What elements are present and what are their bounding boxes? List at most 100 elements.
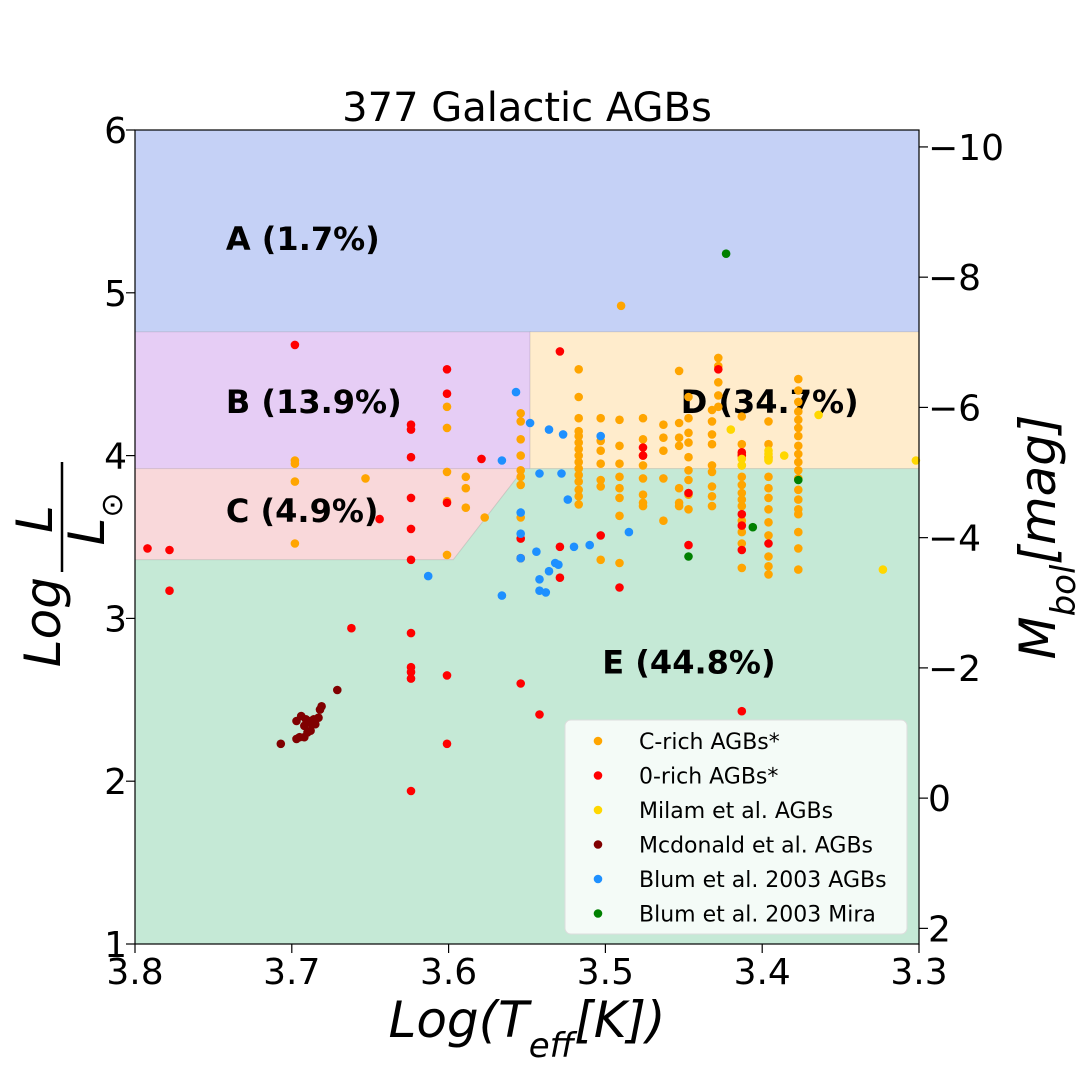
x-tick-label: 3.4 bbox=[734, 952, 791, 993]
data-point bbox=[737, 480, 747, 490]
data-point bbox=[684, 413, 693, 423]
data-point bbox=[737, 412, 747, 421]
x-axis-label: Log(Teff[K]) bbox=[388, 991, 665, 1066]
y2-tick-label: 0 bbox=[928, 779, 951, 820]
data-point bbox=[764, 483, 773, 493]
data-point bbox=[406, 555, 416, 565]
data-point bbox=[615, 493, 624, 503]
chart-title: 377 Galactic AGBs bbox=[342, 85, 712, 131]
data-point bbox=[737, 454, 747, 464]
legend-item: Mcdonald et al. AGBs bbox=[593, 834, 873, 859]
data-point bbox=[596, 459, 605, 469]
data-point bbox=[615, 441, 624, 451]
data-point bbox=[497, 591, 507, 600]
data-point bbox=[714, 391, 723, 400]
legend-marker bbox=[593, 909, 603, 918]
series-1 bbox=[143, 340, 773, 796]
data-point bbox=[541, 588, 551, 597]
data-point bbox=[516, 553, 525, 563]
data-point bbox=[737, 539, 747, 548]
data-point bbox=[535, 710, 544, 719]
data-point bbox=[516, 466, 525, 475]
data-point bbox=[659, 474, 668, 483]
data-point bbox=[794, 565, 803, 574]
data-point bbox=[794, 441, 803, 451]
data-point bbox=[317, 702, 326, 711]
data-point bbox=[406, 674, 416, 683]
data-point bbox=[794, 485, 803, 495]
legend-marker bbox=[593, 805, 603, 815]
data-point bbox=[794, 527, 803, 537]
data-point bbox=[764, 456, 773, 465]
data-point bbox=[779, 451, 789, 460]
data-point bbox=[659, 446, 668, 456]
data-point bbox=[574, 457, 583, 467]
data-point bbox=[165, 586, 174, 595]
y2-tick-label: 2 bbox=[928, 909, 951, 950]
data-point bbox=[544, 425, 554, 434]
data-point bbox=[596, 446, 605, 456]
legend-box bbox=[564, 719, 908, 935]
data-point bbox=[535, 469, 544, 478]
data-point bbox=[615, 415, 624, 425]
data-point bbox=[574, 431, 583, 441]
y-tick-label: 4 bbox=[104, 437, 127, 478]
y2-tick-label: −2 bbox=[928, 649, 981, 690]
legend-marker bbox=[593, 736, 603, 746]
data-point bbox=[361, 474, 370, 483]
series-3 bbox=[276, 685, 342, 749]
data-point bbox=[290, 539, 300, 548]
data-point bbox=[616, 301, 626, 311]
y-tick-label: 3 bbox=[104, 599, 127, 640]
data-point bbox=[794, 466, 803, 475]
data-point bbox=[794, 431, 803, 441]
data-point bbox=[461, 483, 471, 493]
legend-label: Mcdonald et al. AGBs bbox=[639, 834, 873, 859]
data-point bbox=[574, 365, 583, 374]
data-point bbox=[511, 387, 521, 397]
data-point bbox=[535, 575, 544, 584]
data-point bbox=[311, 719, 320, 729]
data-point bbox=[615, 472, 624, 482]
data-point bbox=[406, 493, 416, 503]
data-point bbox=[557, 469, 566, 478]
data-point bbox=[684, 488, 693, 498]
data-point bbox=[878, 565, 888, 574]
svg-text:L: L bbox=[6, 505, 64, 533]
data-point bbox=[554, 560, 563, 569]
y2-axis-label: Mbol[mag] bbox=[1009, 414, 1080, 659]
data-point bbox=[615, 558, 624, 568]
data-point bbox=[707, 467, 717, 477]
x-tick-label: 3.6 bbox=[420, 952, 477, 993]
x-axis: 3.8 3.7 3.6 3.5 3.4 3.3 bbox=[106, 944, 948, 993]
legend-label: Milam et al. AGBs bbox=[639, 799, 833, 824]
region-labels: A (1.7%) B (13.9%) C (4.9%) D (34.7%) E (44.… bbox=[226, 220, 859, 681]
data-point bbox=[406, 786, 416, 796]
data-point bbox=[737, 472, 747, 482]
data-point bbox=[794, 407, 803, 416]
legend-item: Milam et al. AGBs bbox=[593, 799, 833, 824]
region-label-d: D (34.7%) bbox=[681, 383, 859, 421]
data-point bbox=[764, 518, 773, 527]
legend-label: C-rich AGBs* bbox=[639, 730, 780, 755]
data-point bbox=[638, 490, 648, 500]
data-point bbox=[707, 417, 717, 426]
x-tick-label: 3.5 bbox=[577, 952, 634, 993]
data-point bbox=[794, 423, 803, 433]
data-point bbox=[707, 439, 717, 449]
data-point bbox=[638, 443, 648, 452]
data-point bbox=[764, 493, 773, 503]
y-axis: 1 2 3 4 5 6 bbox=[104, 111, 135, 966]
data-point bbox=[574, 392, 583, 402]
data-point bbox=[674, 483, 684, 493]
data-point bbox=[574, 500, 583, 509]
data-point bbox=[684, 452, 693, 462]
data-point bbox=[306, 726, 315, 735]
data-point bbox=[737, 527, 747, 537]
data-point bbox=[569, 542, 579, 552]
data-point bbox=[406, 667, 416, 677]
data-point bbox=[290, 340, 300, 350]
legend-marker bbox=[593, 874, 603, 884]
data-point bbox=[615, 459, 624, 469]
